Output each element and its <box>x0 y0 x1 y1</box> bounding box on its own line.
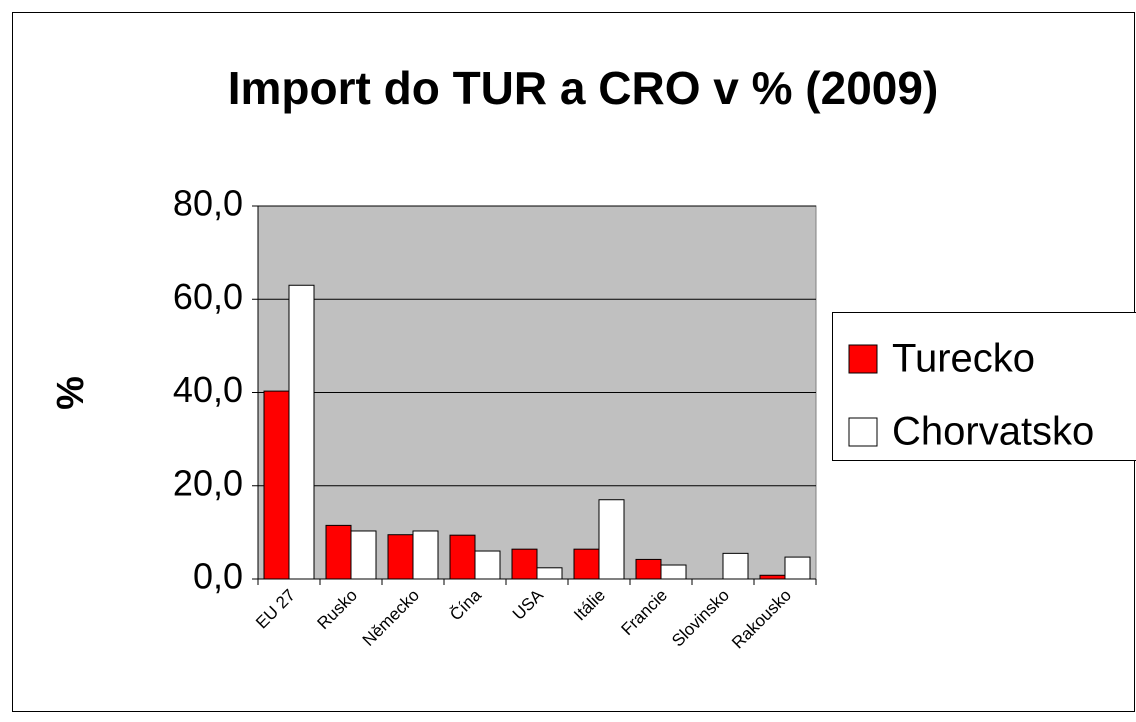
bar <box>449 534 476 580</box>
bar <box>759 574 786 580</box>
legend-box <box>832 312 1136 461</box>
y-tick-label: 40,0 <box>173 369 243 410</box>
y-tick-label: 20,0 <box>173 462 243 503</box>
legend-swatch <box>848 417 878 447</box>
bar <box>536 567 563 580</box>
legend-label: Chorvatsko <box>892 410 1094 454</box>
bar <box>350 530 377 580</box>
y-tick-label: 0,0 <box>193 556 243 597</box>
bar <box>288 284 315 580</box>
legend-label: Turecko <box>892 337 1035 381</box>
bar <box>635 558 662 580</box>
bar <box>474 550 501 580</box>
bar <box>660 564 687 580</box>
y-axis-label: % <box>50 376 92 410</box>
chart-title: Import do TUR a CRO v % (2009) <box>228 62 939 114</box>
bar <box>387 534 414 580</box>
bar <box>573 548 600 580</box>
bar <box>263 390 290 580</box>
bar <box>722 552 749 580</box>
bar <box>325 524 352 580</box>
legend-swatch <box>848 344 878 374</box>
y-tick-label: 60,0 <box>173 276 243 317</box>
y-tick-label: 80,0 <box>173 183 243 224</box>
bar <box>784 556 811 580</box>
bar <box>598 499 625 580</box>
bar <box>511 548 538 580</box>
bar <box>412 530 439 580</box>
